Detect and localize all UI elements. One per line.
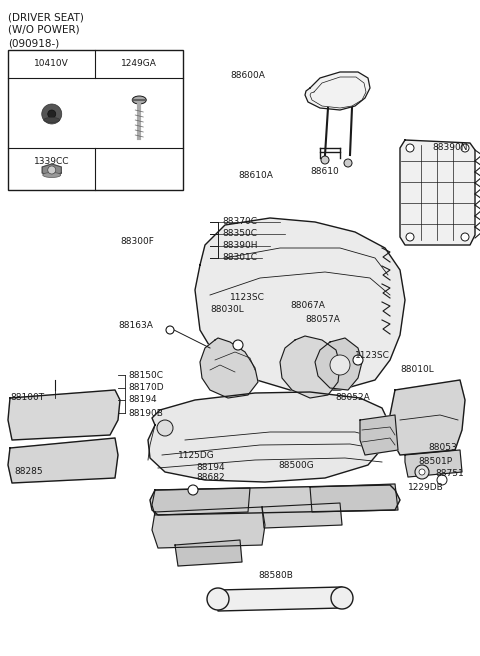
Polygon shape <box>148 392 390 482</box>
Polygon shape <box>280 336 340 398</box>
Text: 88300F: 88300F <box>120 237 154 247</box>
Text: 88170D: 88170D <box>128 384 164 392</box>
Text: 88390N: 88390N <box>432 144 468 152</box>
Circle shape <box>353 355 363 365</box>
Polygon shape <box>42 164 61 176</box>
Circle shape <box>461 233 469 241</box>
Polygon shape <box>200 338 258 398</box>
Text: 88580B: 88580B <box>258 571 293 579</box>
Text: 88053: 88053 <box>428 443 457 453</box>
Polygon shape <box>152 507 265 548</box>
Bar <box>8 50 183 190</box>
Circle shape <box>207 588 229 610</box>
Ellipse shape <box>43 173 61 178</box>
Polygon shape <box>8 438 118 483</box>
Polygon shape <box>150 485 400 515</box>
Text: 1229DB: 1229DB <box>408 483 444 493</box>
Ellipse shape <box>132 96 146 104</box>
Circle shape <box>321 156 329 164</box>
Text: 88501P: 88501P <box>418 457 452 466</box>
Text: 88163A: 88163A <box>118 321 153 329</box>
Text: (W/O POWER): (W/O POWER) <box>8 25 80 35</box>
Text: 88370C: 88370C <box>222 218 257 226</box>
Polygon shape <box>305 72 370 110</box>
Circle shape <box>437 475 447 485</box>
Polygon shape <box>152 488 250 515</box>
Text: 88500G: 88500G <box>278 461 314 470</box>
Circle shape <box>188 485 198 495</box>
Text: 88610: 88610 <box>310 167 339 176</box>
Text: 1249GA: 1249GA <box>121 60 157 68</box>
Text: 10410V: 10410V <box>35 60 69 68</box>
Circle shape <box>233 340 243 350</box>
Text: 1125DG: 1125DG <box>178 451 215 459</box>
Circle shape <box>48 110 56 118</box>
Circle shape <box>330 355 350 375</box>
Ellipse shape <box>44 117 60 123</box>
Text: (090918-): (090918-) <box>8 38 59 48</box>
Text: (DRIVER SEAT): (DRIVER SEAT) <box>8 12 84 22</box>
Text: 88390H: 88390H <box>222 241 257 251</box>
Text: 88682: 88682 <box>196 474 225 483</box>
Text: 88610A: 88610A <box>238 171 273 180</box>
Text: 88190B: 88190B <box>128 409 163 417</box>
Polygon shape <box>405 450 462 477</box>
Text: 88067A: 88067A <box>290 300 325 310</box>
Polygon shape <box>262 503 342 528</box>
Polygon shape <box>315 338 362 390</box>
Text: 88100T: 88100T <box>10 394 44 403</box>
Circle shape <box>415 465 429 479</box>
Polygon shape <box>390 380 465 455</box>
Text: 88285: 88285 <box>14 468 43 476</box>
Text: 88751: 88751 <box>435 470 464 478</box>
Text: 88350C: 88350C <box>222 230 257 239</box>
Polygon shape <box>218 587 342 611</box>
Text: 88052A: 88052A <box>335 394 370 403</box>
Circle shape <box>48 166 56 174</box>
Polygon shape <box>310 484 398 512</box>
Circle shape <box>331 587 353 609</box>
Polygon shape <box>195 218 405 390</box>
Text: 88010L: 88010L <box>400 365 434 375</box>
Circle shape <box>157 420 173 436</box>
Text: 88194: 88194 <box>196 462 225 472</box>
Text: 88150C: 88150C <box>128 371 163 380</box>
Circle shape <box>419 469 425 475</box>
Text: 1339CC: 1339CC <box>34 157 70 167</box>
Circle shape <box>461 144 469 152</box>
Polygon shape <box>175 540 242 566</box>
Circle shape <box>42 104 62 124</box>
Text: 88030L: 88030L <box>210 306 244 314</box>
Polygon shape <box>360 415 398 455</box>
Polygon shape <box>400 140 475 245</box>
Circle shape <box>344 159 352 167</box>
Text: 1123SC: 1123SC <box>355 350 390 359</box>
Circle shape <box>166 326 174 334</box>
Circle shape <box>406 233 414 241</box>
Text: 88057A: 88057A <box>305 316 340 325</box>
Text: 1123SC: 1123SC <box>230 293 265 302</box>
Text: 88600A: 88600A <box>230 70 265 79</box>
Text: 88194: 88194 <box>128 396 156 405</box>
Circle shape <box>406 144 414 152</box>
Text: 88301C: 88301C <box>222 253 257 262</box>
Polygon shape <box>8 390 120 440</box>
